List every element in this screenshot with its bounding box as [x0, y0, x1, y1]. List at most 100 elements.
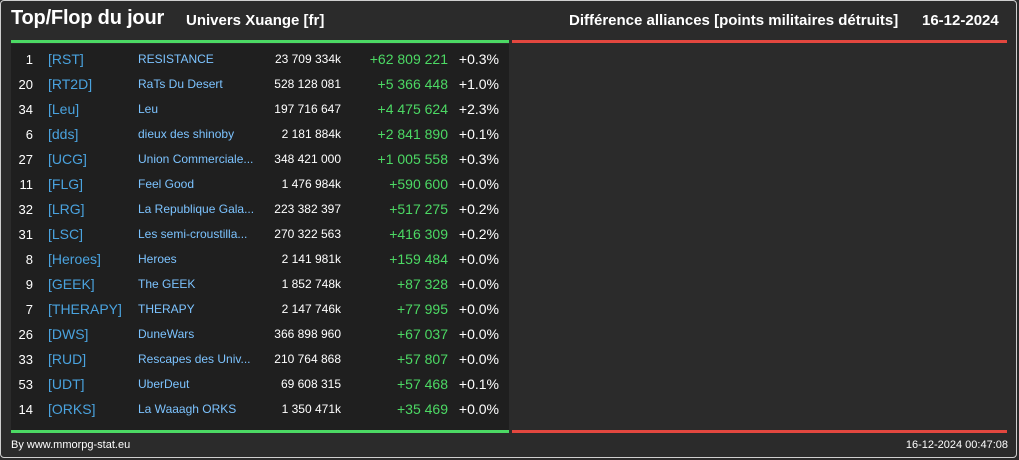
alliance-row: 8 [Heroes] Heroes 2 141 981k +159 484 +0.0%: [11, 247, 509, 272]
alliance-diff: +159 484: [389, 251, 448, 267]
generated-timestamp: 16-12-2024 00:47:08: [905, 439, 1008, 451]
alliance-row: 6 [dds] dieux des shinoby 2 181 884k +2 841 …: [11, 122, 509, 147]
alliance-tag-link[interactable]: [THERAPY]: [48, 301, 122, 317]
alliance-name-link[interactable]: RESISTANCE: [138, 52, 214, 66]
alliance-name-link[interactable]: THERAPY: [138, 302, 195, 316]
alliance-name-link[interactable]: RaTs Du Desert: [138, 77, 223, 91]
alliance-tag-link[interactable]: [ORKS]: [48, 401, 96, 417]
ranking-description: Différence alliances [points militaires …: [569, 12, 899, 29]
alliance-name-link[interactable]: Union Commerciale...: [138, 152, 254, 166]
alliance-points: 1 476 984k: [281, 177, 341, 191]
alliance-name-link[interactable]: Heroes: [138, 252, 177, 266]
alliance-tag-link[interactable]: [RUD]: [48, 351, 87, 367]
alliance-rank: 32: [18, 202, 33, 217]
alliance-diff: +67 037: [397, 326, 448, 342]
alliance-row: 14 [ORKS] La Waaagh ORKS 1 350 471k +35 469 +…: [11, 397, 509, 422]
alliance-row: 9 [GEEK] The GEEK 1 852 748k +87 328 +0.0%: [11, 272, 509, 297]
alliance-points: 1 852 748k: [281, 277, 341, 291]
alliance-points: 366 898 960: [274, 327, 341, 341]
alliance-rank: 20: [18, 77, 33, 92]
alliance-tag-link[interactable]: [GEEK]: [48, 276, 95, 292]
universe-label: Univers Xuange [fr]: [186, 12, 325, 29]
alliance-pct: +1.0%: [458, 76, 499, 92]
alliance-name-link[interactable]: The GEEK: [138, 277, 196, 291]
alliance-pct: +0.3%: [458, 151, 499, 167]
flop-panel-bar-bottom: [512, 430, 1007, 433]
top-panel-bar-top: [11, 40, 509, 43]
alliance-name-link[interactable]: La Waaagh ORKS: [138, 402, 237, 416]
alliance-diff: +416 309: [389, 226, 448, 242]
alliance-diff: +2 841 890: [377, 126, 448, 142]
alliance-rank: 1: [25, 52, 33, 67]
alliance-row: 27 [UCG] Union Commerciale... 348 421 000 +1…: [11, 147, 509, 172]
alliance-name-link[interactable]: DuneWars: [138, 327, 195, 341]
alliance-points: 348 421 000: [274, 152, 341, 166]
alliance-name-link[interactable]: Rescapes des Univ...: [138, 352, 251, 366]
alliance-rank: 26: [18, 327, 33, 342]
alliance-diff: +517 275: [389, 201, 448, 217]
alliance-rank: 53: [18, 377, 33, 392]
alliance-rank: 8: [25, 252, 33, 267]
alliance-rank: 6: [25, 127, 33, 142]
alliance-points: 197 716 647: [274, 102, 341, 116]
alliance-name-link[interactable]: Leu: [138, 102, 159, 116]
alliance-pct: +0.0%: [458, 401, 499, 417]
alliance-pct: +0.2%: [458, 201, 499, 217]
alliance-points: 69 608 315: [280, 377, 341, 391]
site-credit[interactable]: By www.mmorpg-stat.eu: [11, 439, 131, 451]
top-alliances-list: 1 [RST] RESISTANCE 23 709 334k +62 809 221 +0…: [11, 44, 509, 430]
alliance-rank: 11: [19, 177, 34, 192]
alliance-points: 2 147 746k: [281, 302, 341, 316]
alliance-rank: 9: [25, 277, 33, 292]
alliance-tag-link[interactable]: [Leu]: [48, 101, 80, 117]
alliance-row: 20 [RT2D] RaTs Du Desert 528 128 081 +5 366 …: [11, 72, 509, 97]
header-date: 16-12-2024: [922, 12, 999, 29]
alliance-row: 31 [LSC] Les semi-croustilla... 270 322 563…: [11, 222, 509, 247]
alliance-diff: +5 366 448: [377, 76, 448, 92]
alliance-row: 1 [RST] RESISTANCE 23 709 334k +62 809 221 +0…: [11, 47, 509, 72]
alliance-tag-link[interactable]: [LSC]: [48, 226, 84, 242]
alliance-row: 7 [THERAPY] THERAPY 2 147 746k +77 995 +0.0%: [11, 297, 509, 322]
alliance-diff: +57 468: [397, 376, 448, 392]
alliance-pct: +2.3%: [458, 101, 499, 117]
alliance-pct: +0.0%: [458, 326, 499, 342]
alliance-diff: +57 807: [397, 351, 448, 367]
alliance-rank: 14: [18, 402, 33, 417]
alliance-points: 23 709 334k: [274, 52, 341, 66]
alliance-tag-link[interactable]: [RT2D]: [48, 76, 93, 92]
top-panel-bar-bottom: [11, 430, 509, 433]
alliance-tag-link[interactable]: [LRG]: [48, 201, 85, 217]
alliance-diff: +4 475 624: [377, 101, 448, 117]
alliance-pct: +0.0%: [458, 276, 499, 292]
alliance-name-link[interactable]: UberDeut: [138, 377, 190, 391]
alliance-name-link[interactable]: Les semi-croustilla...: [138, 227, 248, 241]
flop-alliances-list: [512, 44, 1007, 430]
alliance-pct: +0.0%: [458, 301, 499, 317]
alliance-tag-link[interactable]: [Heroes]: [48, 251, 101, 267]
alliance-pct: +0.0%: [458, 176, 499, 192]
alliance-diff: +35 469: [397, 401, 448, 417]
alliance-points: 2 181 884k: [281, 127, 341, 141]
alliance-pct: +0.0%: [458, 251, 499, 267]
alliance-name-link[interactable]: Feel Good: [138, 177, 195, 191]
alliance-pct: +0.1%: [458, 376, 499, 392]
alliance-tag-link[interactable]: [DWS]: [48, 326, 89, 342]
alliance-pct: +0.0%: [458, 351, 499, 367]
alliance-tag-link[interactable]: [UDT]: [48, 376, 85, 392]
alliance-row: 33 [RUD] Rescapes des Univ... 210 764 868 +5…: [11, 347, 509, 372]
alliance-rank: 33: [18, 352, 33, 367]
alliance-rank: 27: [18, 152, 33, 167]
alliance-rank: 31: [18, 227, 33, 242]
alliance-tag-link[interactable]: [dds]: [48, 126, 79, 142]
alliance-tag-link[interactable]: [RST]: [48, 51, 84, 67]
alliance-pct: +0.3%: [458, 51, 499, 67]
alliance-name-link[interactable]: La Republique Gala...: [138, 202, 255, 216]
alliance-tag-link[interactable]: [FLG]: [48, 176, 84, 192]
alliance-tag-link[interactable]: [UCG]: [48, 151, 87, 167]
alliance-name-link[interactable]: dieux des shinoby: [138, 127, 235, 141]
alliance-row: 32 [LRG] La Republique Gala... 223 382 397 +…: [11, 197, 509, 222]
alliance-diff: +87 328: [397, 276, 448, 292]
alliance-row: 26 [DWS] DuneWars 366 898 960 +67 037 +0.0%: [11, 322, 509, 347]
alliance-points: 528 128 081: [274, 77, 341, 91]
